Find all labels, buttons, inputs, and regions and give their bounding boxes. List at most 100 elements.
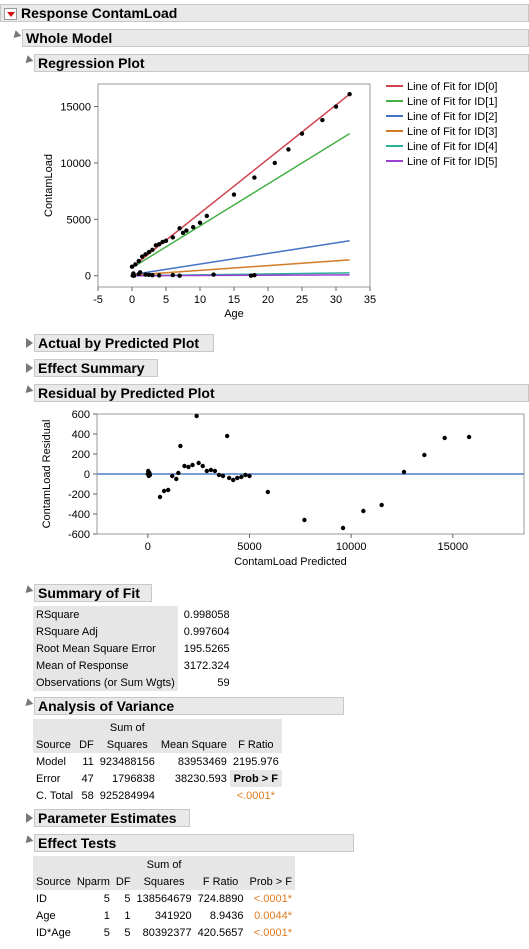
summary-of-fit-title: Summary of Fit bbox=[38, 585, 140, 601]
data-point bbox=[180, 230, 186, 236]
residual-point bbox=[216, 472, 222, 478]
data-point bbox=[299, 131, 305, 136]
et-f: 724.8890 bbox=[197, 892, 244, 905]
anova-ms: 38230.593 bbox=[174, 772, 227, 785]
residual-point bbox=[147, 472, 153, 478]
et-prob: 0.0044* bbox=[254, 909, 292, 922]
anova-ss: 923488156 bbox=[99, 755, 155, 768]
effect-summary-header[interactable]: Effect Summary bbox=[34, 359, 158, 377]
data-point bbox=[153, 243, 158, 248]
et-ss: 138564679 bbox=[136, 892, 192, 905]
residual-point bbox=[340, 525, 346, 531]
parameter-estimates-header[interactable]: Parameter Estimates bbox=[34, 809, 190, 827]
x-tick-label: 15000 bbox=[438, 541, 469, 553]
anova-df: 11 bbox=[82, 755, 94, 768]
data-point bbox=[143, 272, 148, 277]
table-row: Age 1 1 341920 8.9436 0.0044* bbox=[33, 907, 295, 924]
anova-source: C. Total bbox=[36, 789, 74, 802]
y-tick-label: 5000 bbox=[67, 214, 91, 226]
whole-model-header[interactable]: Whole Model bbox=[22, 29, 529, 47]
sof-value: 195.5265 bbox=[183, 642, 230, 655]
data-point bbox=[157, 273, 162, 278]
disclosure-closed-icon[interactable] bbox=[26, 363, 33, 373]
legend-label-4: Line of Fit for ID[4] bbox=[407, 141, 497, 153]
summary-of-fit-table: RSquare 0.998058 RSquare Adj 0.997604 Root M… bbox=[33, 606, 233, 691]
table-row: ID 5 5 138564679 724.8890 <.0001* bbox=[33, 890, 295, 907]
red-triangle-menu-icon[interactable] bbox=[4, 8, 17, 20]
data-point bbox=[150, 247, 155, 252]
table-row: RSquare Adj 0.997604 bbox=[33, 623, 233, 640]
data-point bbox=[177, 273, 182, 278]
disclosure-open-icon[interactable] bbox=[22, 385, 34, 396]
x-tick-label: 5000 bbox=[237, 541, 261, 553]
data-point bbox=[272, 160, 277, 166]
et-df: 5 bbox=[124, 892, 131, 905]
sof-value: 59 bbox=[217, 676, 230, 689]
residual-point bbox=[186, 464, 191, 470]
residual-point bbox=[224, 433, 230, 439]
y-tick-label: 200 bbox=[72, 449, 90, 461]
sof-label: Mean of Response bbox=[33, 657, 178, 674]
data-point bbox=[231, 192, 237, 197]
et-f: 8.9436 bbox=[209, 909, 244, 922]
effect-tests-table: Sum of Source Nparm DF Squares F Ratio P… bbox=[33, 856, 295, 941]
residual-point bbox=[302, 517, 307, 523]
fit-line-2 bbox=[131, 240, 350, 276]
disclosure-open-icon[interactable] bbox=[22, 55, 34, 66]
data-point bbox=[133, 262, 138, 267]
et-df: 1 bbox=[124, 909, 131, 922]
data-point bbox=[184, 228, 189, 233]
anova-df: 47 bbox=[81, 772, 94, 785]
et-prob: <.0001* bbox=[253, 892, 292, 905]
et-nparm: 1 bbox=[103, 909, 110, 922]
legend-label-5: Line of Fit for ID[5] bbox=[407, 156, 497, 168]
et-prob: <.0001* bbox=[253, 926, 292, 939]
data-point bbox=[191, 225, 196, 230]
response-outline-header[interactable]: Response ContamLoad bbox=[0, 4, 529, 22]
data-point bbox=[286, 147, 291, 152]
legend-label-0: Line of Fit for ID[0] bbox=[407, 81, 497, 93]
anova-source: Model bbox=[36, 755, 66, 768]
summary-of-fit-header[interactable]: Summary of Fit bbox=[34, 584, 152, 602]
et-prob-header: Prob > F bbox=[246, 873, 295, 890]
anova-table: Sum of Source DF Squares Mean Square F R… bbox=[33, 719, 282, 804]
residual-point bbox=[235, 475, 240, 481]
x-tick-label: 0 bbox=[145, 541, 151, 553]
x-tick-label: -5 bbox=[93, 294, 103, 306]
et-f-header: F Ratio bbox=[194, 873, 247, 890]
disclosure-closed-icon[interactable] bbox=[26, 813, 33, 823]
data-point bbox=[146, 249, 152, 255]
x-tick-label: 35 bbox=[364, 294, 376, 306]
anova-f: 2195.976 bbox=[232, 755, 279, 768]
et-ss: 341920 bbox=[154, 909, 192, 922]
regression-plot-header[interactable]: Regression Plot bbox=[34, 54, 529, 72]
disclosure-closed-icon[interactable] bbox=[26, 338, 33, 348]
regression-plot-title: Regression Plot bbox=[38, 55, 145, 71]
fit-line-1 bbox=[131, 132, 350, 269]
residual-plot-header[interactable]: Residual by Predicted Plot bbox=[34, 384, 529, 402]
residual-point bbox=[243, 472, 248, 478]
anova-header[interactable]: Analysis of Variance bbox=[34, 697, 344, 715]
y-tick-label: 15000 bbox=[60, 102, 91, 114]
actual-by-predicted-header[interactable]: Actual by Predicted Plot bbox=[34, 334, 214, 352]
anova-prob-value: <.0001* bbox=[236, 789, 275, 802]
disclosure-open-icon[interactable] bbox=[10, 30, 22, 41]
legend-label-2: Line of Fit for ID[2] bbox=[407, 111, 497, 123]
data-point bbox=[163, 238, 169, 243]
x-axis-label: ContamLoad Predicted bbox=[234, 556, 347, 568]
sof-label: Root Mean Square Error bbox=[33, 640, 178, 657]
x-tick-label: 5 bbox=[163, 294, 169, 306]
y-axis-label: ContamLoad Residual bbox=[41, 420, 53, 529]
anova-title: Analysis of Variance bbox=[38, 698, 175, 714]
disclosure-open-icon[interactable] bbox=[22, 585, 34, 596]
data-point bbox=[248, 273, 254, 278]
table-row: Model 11 923488156 83953469 2195.976 bbox=[33, 753, 282, 770]
data-point bbox=[130, 273, 135, 278]
disclosure-open-icon[interactable] bbox=[22, 698, 34, 709]
effect-tests-header[interactable]: Effect Tests bbox=[34, 834, 354, 852]
sof-value: 0.997604 bbox=[183, 625, 230, 638]
disclosure-open-icon[interactable] bbox=[22, 835, 34, 846]
et-ss-header: Squares bbox=[133, 873, 195, 890]
data-point bbox=[146, 272, 152, 278]
x-tick-label: 15 bbox=[228, 294, 240, 306]
